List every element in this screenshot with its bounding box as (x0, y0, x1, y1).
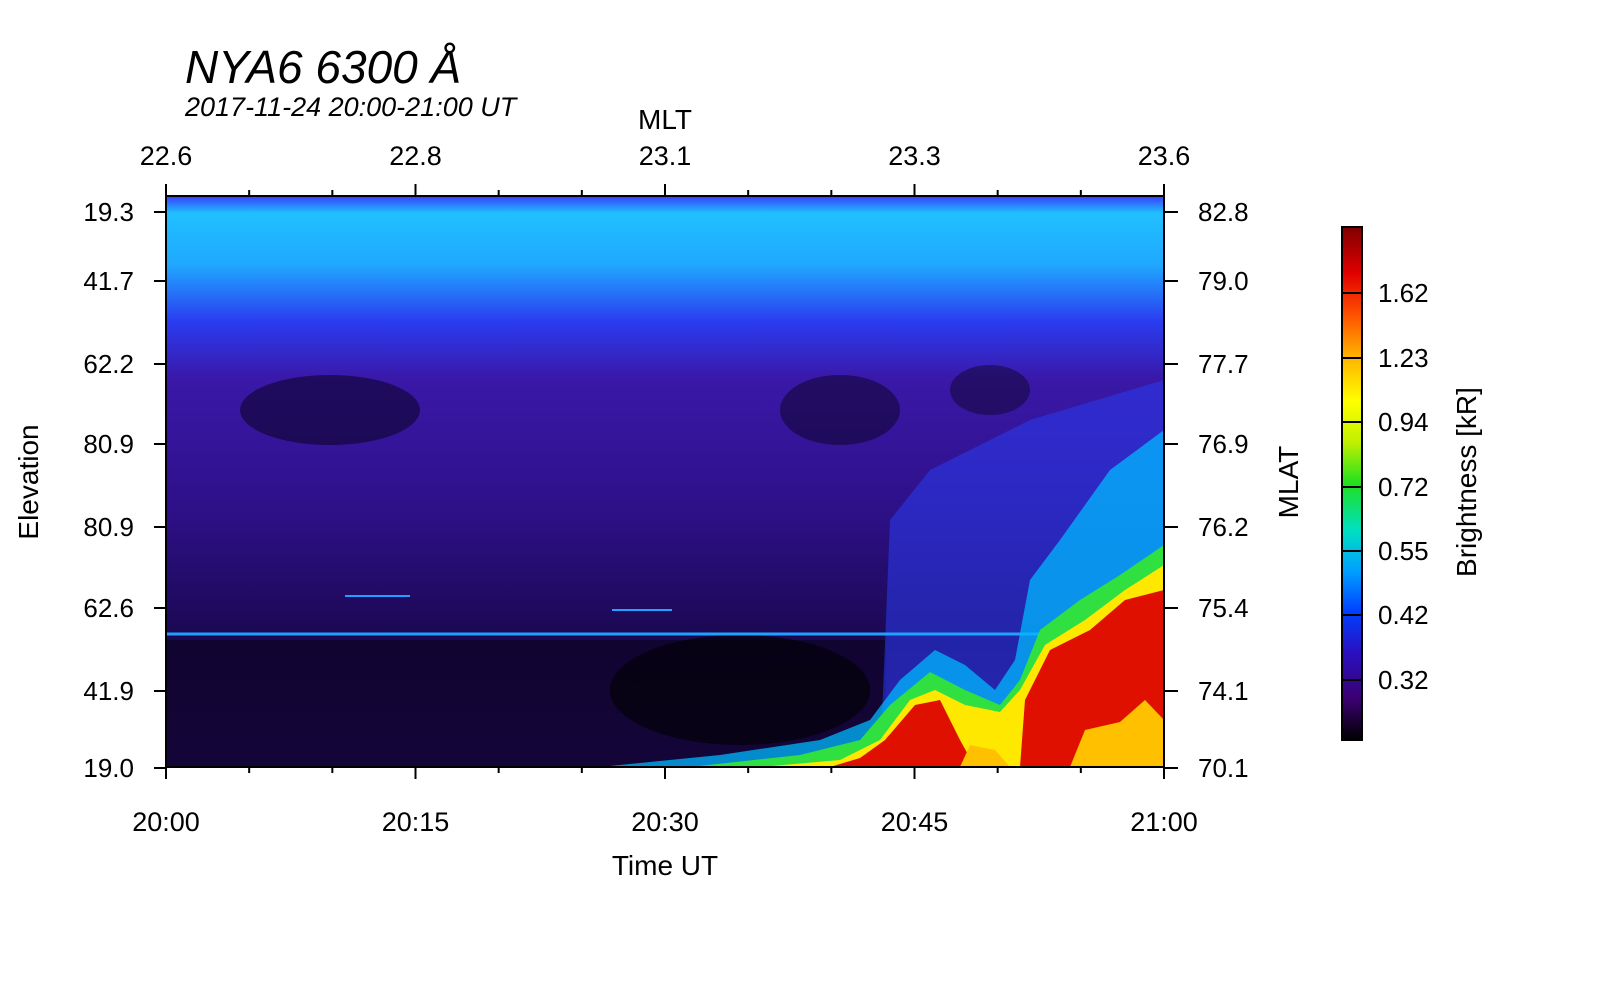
left-tick-label: 19.0 (83, 753, 134, 783)
axes-group: 20:00 20:15 20:30 20:45 21:00 Time UT 22.6 22.8… (13, 104, 1304, 881)
colorbar-tick-label: 0.42 (1378, 600, 1429, 630)
x-tick-label: 20:30 (631, 807, 699, 837)
colorbar: 1.62 1.23 0.94 0.72 0.55 0.42 0.32 Brightness [… (1341, 226, 1482, 741)
right-tick-label: 82.8 (1198, 197, 1249, 227)
colorbar-tick-label: 1.23 (1378, 343, 1429, 373)
x-tick-label: 20:00 (132, 807, 200, 837)
x-tick-label: 20:15 (382, 807, 450, 837)
right-tick-label: 74.1 (1198, 676, 1249, 706)
x-tick-label: 20:45 (881, 807, 949, 837)
left-tick-label: 80.9 (83, 429, 134, 459)
right-tick-label: 75.4 (1198, 593, 1249, 623)
top-tick-label: 22.8 (389, 141, 442, 171)
dark-patch (780, 375, 900, 445)
colorbar-scale (1341, 226, 1363, 741)
colorbar-tick-label: 0.72 (1378, 472, 1429, 502)
dark-patch (610, 635, 870, 745)
chart-subtitle: 2017-11-24 20:00-21:00 UT (185, 92, 517, 122)
right-axis-label: MLAT (1273, 446, 1304, 519)
left-tick-label: 41.9 (83, 676, 134, 706)
aurora-yellow-inner (960, 700, 1164, 767)
right-tick-label: 77.7 (1198, 349, 1249, 379)
right-tick-label: 79.0 (1198, 266, 1249, 296)
x-axis-label: Time UT (612, 850, 718, 881)
left-tick-label: 62.6 (83, 593, 134, 623)
right-tick-label: 70.1 (1198, 753, 1249, 783)
colorbar-tick-label: 0.94 (1378, 407, 1429, 437)
colorbar-tick-label: 0.32 (1378, 665, 1429, 695)
top-tick-label: 23.6 (1138, 141, 1191, 171)
left-tick-label: 80.9 (83, 512, 134, 542)
top-tick-label: 23.3 (888, 141, 941, 171)
left-tick-label: 62.2 (83, 349, 134, 379)
colorbar-tick-label: 1.62 (1378, 278, 1429, 308)
top-axis-label: MLT (638, 104, 692, 135)
aurora-red (830, 590, 1164, 767)
top-tick-label: 23.1 (639, 141, 692, 171)
right-tick-label: 76.2 (1198, 512, 1249, 542)
top-tick-label: 22.6 (140, 141, 193, 171)
x-tick-label: 21:00 (1130, 807, 1198, 837)
colorbar-label: Brightness [kR] (1451, 387, 1482, 577)
plot-area (166, 196, 1164, 767)
dark-patch (240, 375, 420, 445)
left-axis-label: Elevation (13, 424, 44, 539)
left-tick-label: 19.3 (83, 197, 134, 227)
dark-patch (950, 365, 1030, 415)
left-tick-label: 41.7 (83, 266, 134, 296)
chart-title: NYA6 6300 Å (185, 41, 462, 93)
colorbar-tick-label: 0.55 (1378, 536, 1429, 566)
right-tick-label: 76.9 (1198, 429, 1249, 459)
